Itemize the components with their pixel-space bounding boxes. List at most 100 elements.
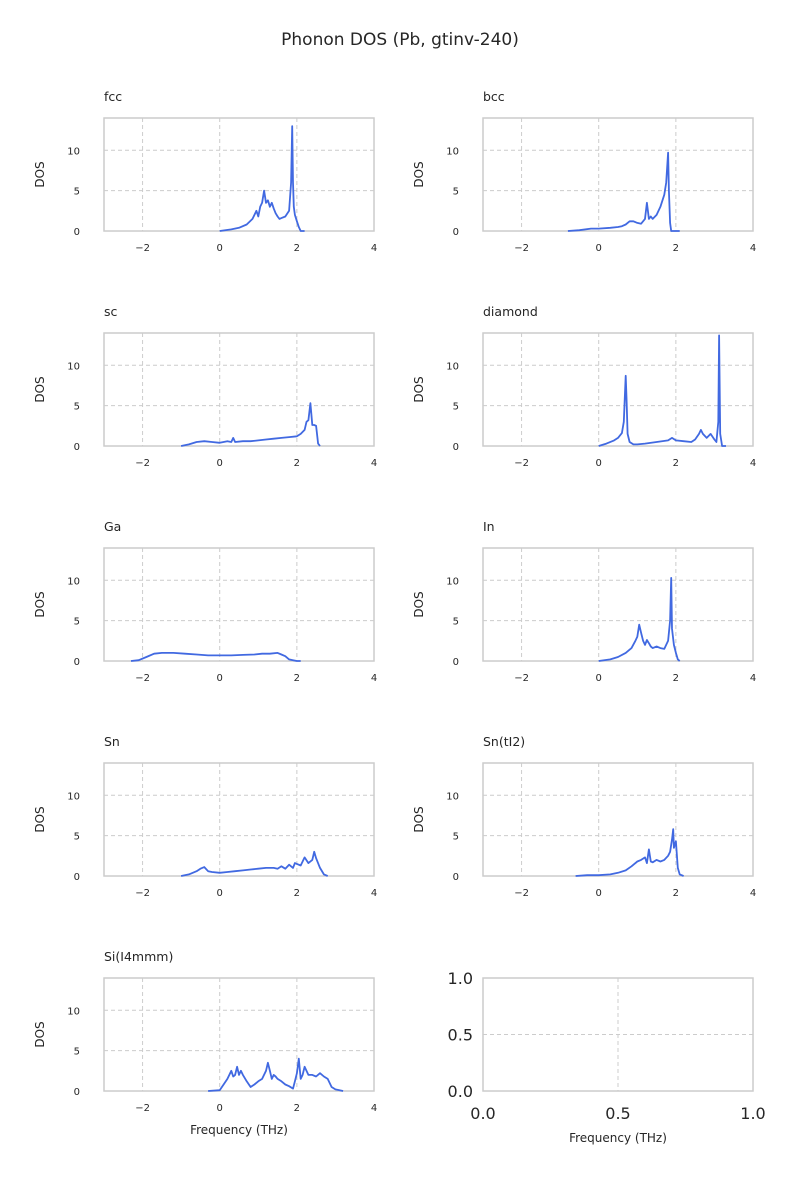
chart-panel: −2 0 2 4 0 5 10 Si(I4mmm) DOS Frequency (THz) bbox=[33, 949, 377, 1137]
panel-title: diamond bbox=[483, 304, 538, 319]
chart-panel: 0.0 0.5 1.0 0.0 0.5 1.0 Frequency (THz) bbox=[448, 969, 766, 1145]
x-tick-label: 2 bbox=[294, 888, 300, 899]
y-tick-label: 5 bbox=[74, 617, 80, 628]
x-tick-label: 2 bbox=[673, 243, 679, 254]
y-tick-label: 5 bbox=[74, 402, 80, 413]
x-tick-label: 0 bbox=[217, 243, 223, 254]
figure-title: Phonon DOS (Pb, gtinv-240) bbox=[281, 30, 519, 50]
dos-line bbox=[575, 828, 684, 877]
y-tick-label: 5 bbox=[74, 832, 80, 843]
y-tick-label: 5 bbox=[453, 187, 459, 198]
dos-line bbox=[598, 577, 681, 662]
y-tick-label: 0.5 bbox=[448, 1026, 473, 1045]
x-tick-label: 0 bbox=[217, 458, 223, 469]
y-tick-label: 0 bbox=[74, 442, 80, 453]
x-tick-label: 2 bbox=[294, 1103, 300, 1114]
y-tick-label: 0 bbox=[74, 1087, 80, 1098]
y-axis-label: DOS bbox=[33, 806, 47, 832]
y-axis-label: DOS bbox=[33, 1021, 47, 1047]
y-axis-label: DOS bbox=[412, 376, 426, 402]
chart-panel: −2 0 2 4 0 5 10 bcc DOS bbox=[412, 89, 756, 254]
y-axis-label: DOS bbox=[33, 161, 47, 187]
y-tick-label: 5 bbox=[453, 832, 459, 843]
x-tick-label: 0 bbox=[596, 673, 602, 684]
panel-title: sc bbox=[104, 304, 118, 319]
y-tick-label: 10 bbox=[446, 791, 459, 802]
y-tick-label: 0 bbox=[74, 227, 80, 238]
x-tick-label: 0 bbox=[596, 458, 602, 469]
y-axis-label: DOS bbox=[33, 591, 47, 617]
y-tick-label: 10 bbox=[446, 576, 459, 587]
x-tick-label: 0.5 bbox=[605, 1104, 630, 1123]
plot-area bbox=[482, 547, 754, 662]
y-tick-label: 5 bbox=[74, 1047, 80, 1058]
y-tick-label: 10 bbox=[67, 791, 80, 802]
y-tick-label: 0 bbox=[453, 442, 459, 453]
y-tick-label: 10 bbox=[67, 1006, 80, 1017]
x-tick-label: −2 bbox=[514, 673, 529, 684]
x-tick-label: −2 bbox=[135, 673, 150, 684]
plot-area bbox=[103, 332, 375, 447]
plot-area bbox=[103, 547, 375, 662]
chart-panel: −2 0 2 4 0 5 10 In DOS bbox=[412, 519, 756, 684]
y-tick-label: 0 bbox=[453, 657, 459, 668]
plot-area bbox=[103, 762, 375, 877]
y-tick-label: 5 bbox=[453, 402, 459, 413]
y-axis-label: DOS bbox=[412, 591, 426, 617]
x-tick-label: 0 bbox=[596, 888, 602, 899]
x-tick-label: 4 bbox=[371, 673, 377, 684]
x-tick-label: 4 bbox=[750, 243, 756, 254]
dos-line bbox=[567, 151, 680, 232]
dos-line bbox=[130, 652, 301, 662]
x-tick-label: −2 bbox=[514, 243, 529, 254]
x-tick-label: −2 bbox=[514, 888, 529, 899]
x-axis-label: Frequency (THz) bbox=[569, 1131, 667, 1145]
chart-panel: −2 0 2 4 0 5 10 diamond DOS bbox=[412, 304, 756, 469]
y-tick-label: 1.0 bbox=[448, 969, 473, 988]
x-tick-label: −2 bbox=[514, 458, 529, 469]
x-tick-label: 0 bbox=[217, 673, 223, 684]
x-tick-label: 2 bbox=[673, 673, 679, 684]
chart-panel: −2 0 2 4 0 5 10 fcc DOS bbox=[33, 89, 377, 254]
y-axis-label: DOS bbox=[33, 376, 47, 402]
x-tick-label: 2 bbox=[294, 458, 300, 469]
x-tick-label: 4 bbox=[750, 888, 756, 899]
x-tick-label: 2 bbox=[673, 458, 679, 469]
x-tick-label: 0 bbox=[217, 888, 223, 899]
panel-title: Sn bbox=[104, 734, 120, 749]
plot-area bbox=[482, 332, 754, 447]
y-tick-label: 5 bbox=[453, 617, 459, 628]
plot-area bbox=[482, 117, 754, 232]
x-tick-label: 2 bbox=[294, 673, 300, 684]
panel-title: Ga bbox=[104, 519, 121, 534]
x-tick-label: 2 bbox=[673, 888, 679, 899]
y-axis-label: DOS bbox=[412, 161, 426, 187]
dos-line bbox=[180, 850, 329, 877]
y-tick-label: 0.0 bbox=[448, 1082, 473, 1101]
dos-line bbox=[208, 1057, 344, 1092]
x-tick-label: 4 bbox=[371, 458, 377, 469]
x-tick-label: 2 bbox=[294, 243, 300, 254]
x-tick-label: −2 bbox=[135, 458, 150, 469]
panel-title: In bbox=[483, 519, 495, 534]
panel-title: bcc bbox=[483, 89, 505, 104]
x-tick-label: −2 bbox=[135, 1103, 150, 1114]
x-tick-label: 4 bbox=[750, 458, 756, 469]
y-tick-label: 5 bbox=[74, 187, 80, 198]
x-tick-label: 0 bbox=[596, 243, 602, 254]
y-axis-label: DOS bbox=[412, 806, 426, 832]
x-tick-label: 4 bbox=[371, 1103, 377, 1114]
x-tick-label: −2 bbox=[135, 243, 150, 254]
y-tick-label: 0 bbox=[74, 657, 80, 668]
y-tick-label: 10 bbox=[67, 361, 80, 372]
x-tick-label: 0 bbox=[217, 1103, 223, 1114]
x-tick-label: −2 bbox=[135, 888, 150, 899]
x-axis-label: Frequency (THz) bbox=[190, 1123, 288, 1137]
dos-line bbox=[180, 402, 321, 447]
chart-panel: −2 0 2 4 0 5 10 sc DOS bbox=[33, 304, 377, 469]
dos-line bbox=[219, 125, 305, 232]
y-tick-label: 0 bbox=[453, 872, 459, 883]
chart-panel: −2 0 2 4 0 5 10 Sn DOS bbox=[33, 734, 377, 899]
x-tick-label: 0.0 bbox=[470, 1104, 495, 1123]
